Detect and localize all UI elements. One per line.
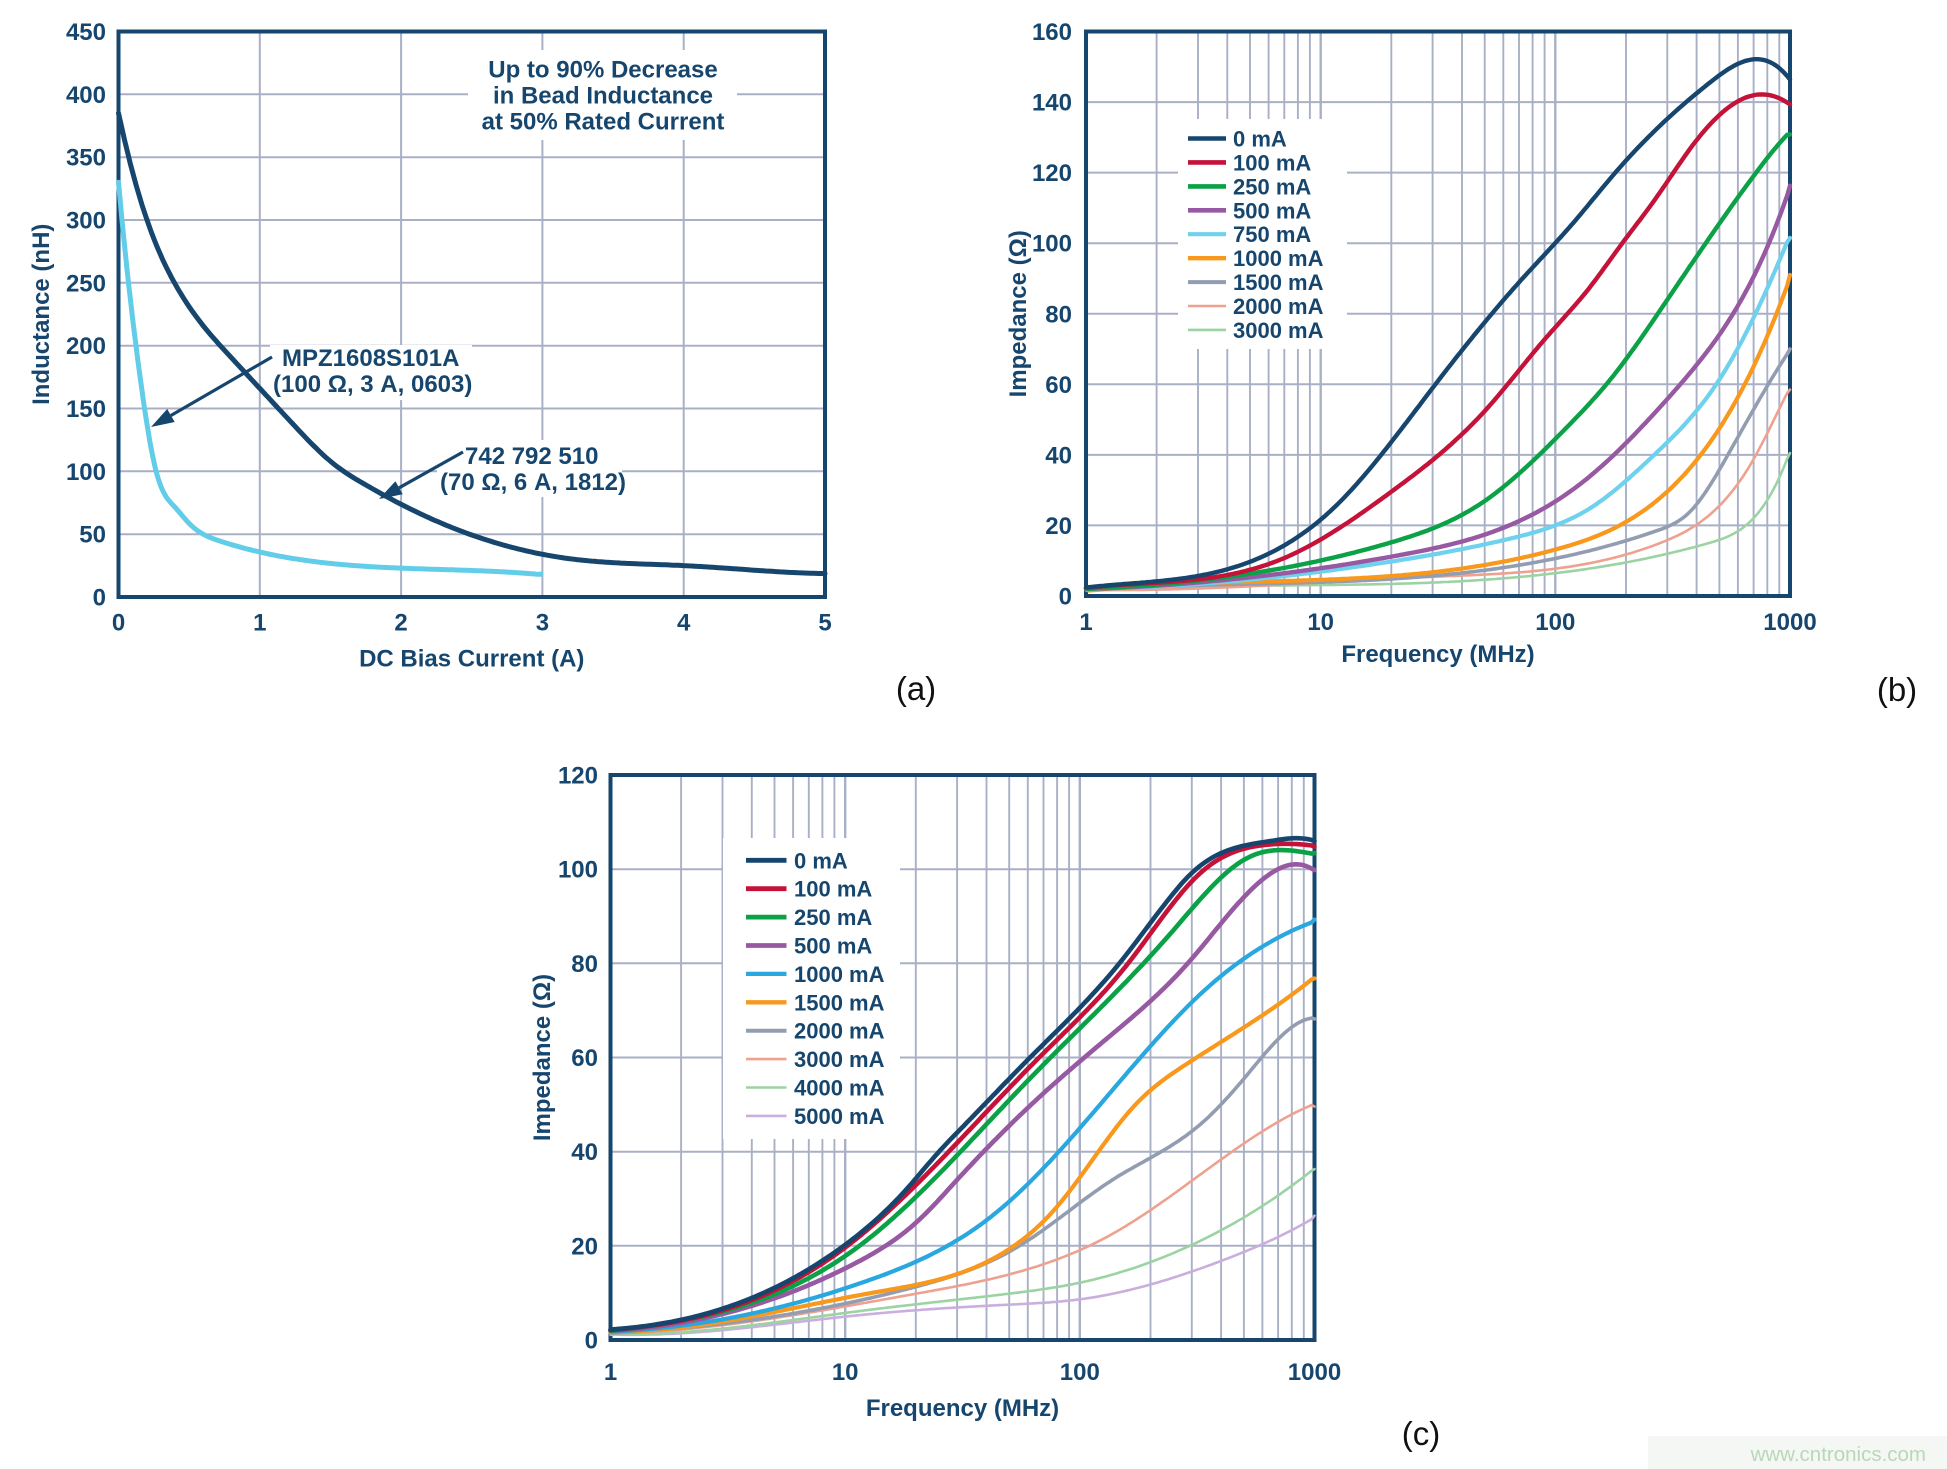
svg-text:1000 mA: 1000 mA bbox=[794, 962, 885, 987]
svg-text:Frequency (MHz): Frequency (MHz) bbox=[1341, 641, 1534, 668]
svg-text:500 mA: 500 mA bbox=[1233, 198, 1311, 223]
svg-text:2: 2 bbox=[394, 610, 407, 637]
svg-text:2000 mA: 2000 mA bbox=[1233, 294, 1324, 319]
svg-text:5000 mA: 5000 mA bbox=[794, 1104, 885, 1129]
svg-text:20: 20 bbox=[1045, 513, 1072, 540]
svg-text:450: 450 bbox=[66, 19, 106, 46]
svg-text:1000 mA: 1000 mA bbox=[1233, 246, 1324, 271]
svg-text:0: 0 bbox=[93, 585, 106, 612]
svg-text:1500 mA: 1500 mA bbox=[1233, 270, 1324, 295]
svg-text:Frequency (MHz): Frequency (MHz) bbox=[866, 1395, 1059, 1422]
svg-text:80: 80 bbox=[1045, 301, 1072, 328]
svg-text:Inductance (nH): Inductance (nH) bbox=[28, 224, 55, 405]
svg-text:60: 60 bbox=[571, 1045, 598, 1072]
svg-text:160: 160 bbox=[1032, 19, 1072, 46]
svg-text:40: 40 bbox=[1045, 442, 1072, 469]
svg-text:in Bead Inductance: in Bead Inductance bbox=[493, 83, 713, 110]
svg-text:1000: 1000 bbox=[1288, 1359, 1341, 1386]
svg-text:50: 50 bbox=[79, 522, 106, 549]
svg-text:4000 mA: 4000 mA bbox=[794, 1076, 885, 1101]
svg-text:(a): (a) bbox=[896, 670, 936, 707]
svg-text:Impedance (Ω): Impedance (Ω) bbox=[1005, 230, 1032, 397]
svg-text:0: 0 bbox=[1059, 584, 1072, 611]
svg-text:10: 10 bbox=[1307, 609, 1334, 636]
svg-text:0 mA: 0 mA bbox=[1233, 127, 1287, 152]
svg-text:(100 Ω, 3 A, 0603): (100 Ω, 3 A, 0603) bbox=[273, 371, 472, 398]
svg-text:at 50% Rated Current: at 50% Rated Current bbox=[482, 109, 725, 136]
svg-text:20: 20 bbox=[571, 1233, 598, 1260]
svg-text:140: 140 bbox=[1032, 90, 1072, 117]
svg-text:750 mA: 750 mA bbox=[1233, 222, 1311, 247]
svg-text:150: 150 bbox=[66, 396, 106, 423]
svg-text:0: 0 bbox=[585, 1328, 598, 1355]
svg-text:40: 40 bbox=[571, 1139, 598, 1166]
svg-text:250: 250 bbox=[66, 270, 106, 297]
svg-text:300: 300 bbox=[66, 208, 106, 235]
svg-text:100: 100 bbox=[1032, 231, 1072, 258]
svg-text:100 mA: 100 mA bbox=[794, 877, 872, 902]
svg-text:Up to 90% Decrease: Up to 90% Decrease bbox=[488, 57, 717, 84]
svg-text:350: 350 bbox=[66, 145, 106, 172]
svg-text:400: 400 bbox=[66, 82, 106, 109]
svg-text:742 792 510: 742 792 510 bbox=[465, 443, 598, 470]
svg-text:1: 1 bbox=[604, 1359, 617, 1386]
svg-text:www.cntronics.com: www.cntronics.com bbox=[1750, 1443, 1926, 1466]
svg-text:120: 120 bbox=[558, 763, 598, 790]
svg-text:3000 mA: 3000 mA bbox=[1233, 318, 1324, 343]
svg-text:250 mA: 250 mA bbox=[1233, 174, 1311, 199]
svg-text:500 mA: 500 mA bbox=[794, 934, 872, 959]
svg-text:MPZ1608S101A: MPZ1608S101A bbox=[282, 345, 459, 372]
svg-text:1000: 1000 bbox=[1763, 609, 1816, 636]
svg-text:10: 10 bbox=[832, 1359, 859, 1386]
svg-text:0 mA: 0 mA bbox=[794, 848, 848, 873]
svg-text:100: 100 bbox=[66, 459, 106, 486]
svg-text:200: 200 bbox=[66, 333, 106, 360]
svg-text:1: 1 bbox=[1079, 609, 1092, 636]
svg-text:(b): (b) bbox=[1877, 671, 1917, 708]
svg-text:100 mA: 100 mA bbox=[1233, 150, 1311, 175]
svg-text:4: 4 bbox=[677, 610, 691, 637]
svg-text:1: 1 bbox=[253, 610, 266, 637]
svg-text:DC Bias Current (A): DC Bias Current (A) bbox=[359, 646, 584, 673]
svg-text:80: 80 bbox=[571, 951, 598, 978]
svg-text:(70 Ω, 6 A, 1812): (70 Ω, 6 A, 1812) bbox=[440, 469, 626, 496]
svg-text:0: 0 bbox=[112, 610, 125, 637]
svg-text:3000 mA: 3000 mA bbox=[794, 1047, 885, 1072]
svg-text:Impedance (Ω): Impedance (Ω) bbox=[529, 974, 556, 1141]
svg-text:(c): (c) bbox=[1402, 1415, 1440, 1452]
svg-text:1500 mA: 1500 mA bbox=[794, 990, 885, 1015]
svg-text:100: 100 bbox=[558, 857, 598, 884]
svg-text:5: 5 bbox=[818, 610, 831, 637]
svg-text:120: 120 bbox=[1032, 160, 1072, 187]
svg-text:60: 60 bbox=[1045, 372, 1072, 399]
svg-text:250 mA: 250 mA bbox=[794, 905, 872, 930]
svg-text:100: 100 bbox=[1535, 609, 1575, 636]
svg-text:2000 mA: 2000 mA bbox=[794, 1019, 885, 1044]
svg-text:3: 3 bbox=[536, 610, 549, 637]
svg-text:100: 100 bbox=[1060, 1359, 1100, 1386]
